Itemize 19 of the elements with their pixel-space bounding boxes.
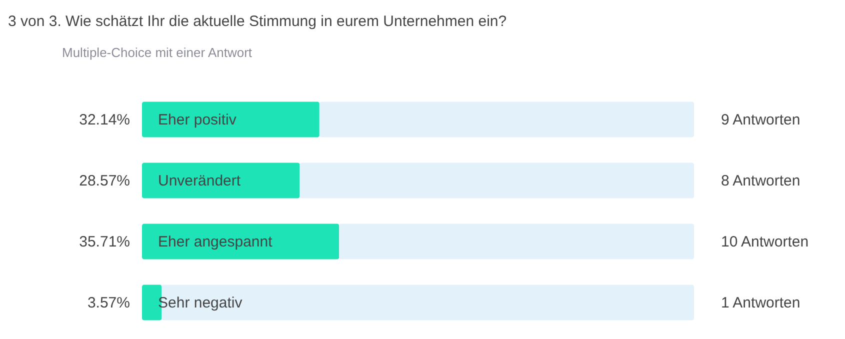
bar [319,102,694,138]
chart-title: 3 von 3. Wie schätzt Ihr die aktuelle Stimmung in eurem Unternehmen ein? [8,13,507,30]
y-tick-label: Eher angespannt [158,234,274,250]
data-label: 3.57% [87,294,130,312]
chart-subtitle: Multiple-Choice mit einer Antwort [62,45,252,60]
bar [300,162,694,198]
text: 1 Antworten [721,294,800,312]
y-tick-label: Unverändert [158,172,242,190]
y-tick-label: Eher positiv [158,112,237,128]
data-label: 32.14% [79,112,130,128]
text: 10 Antworten [721,234,809,250]
bar [339,224,694,260]
bar [142,102,320,138]
text: 8 Antworten [721,172,800,190]
bar [142,224,340,260]
bar [142,162,300,198]
data-label: 35.71% [79,234,130,250]
data-label: 28.57% [79,172,130,190]
text: 9 Antworten [721,112,800,128]
